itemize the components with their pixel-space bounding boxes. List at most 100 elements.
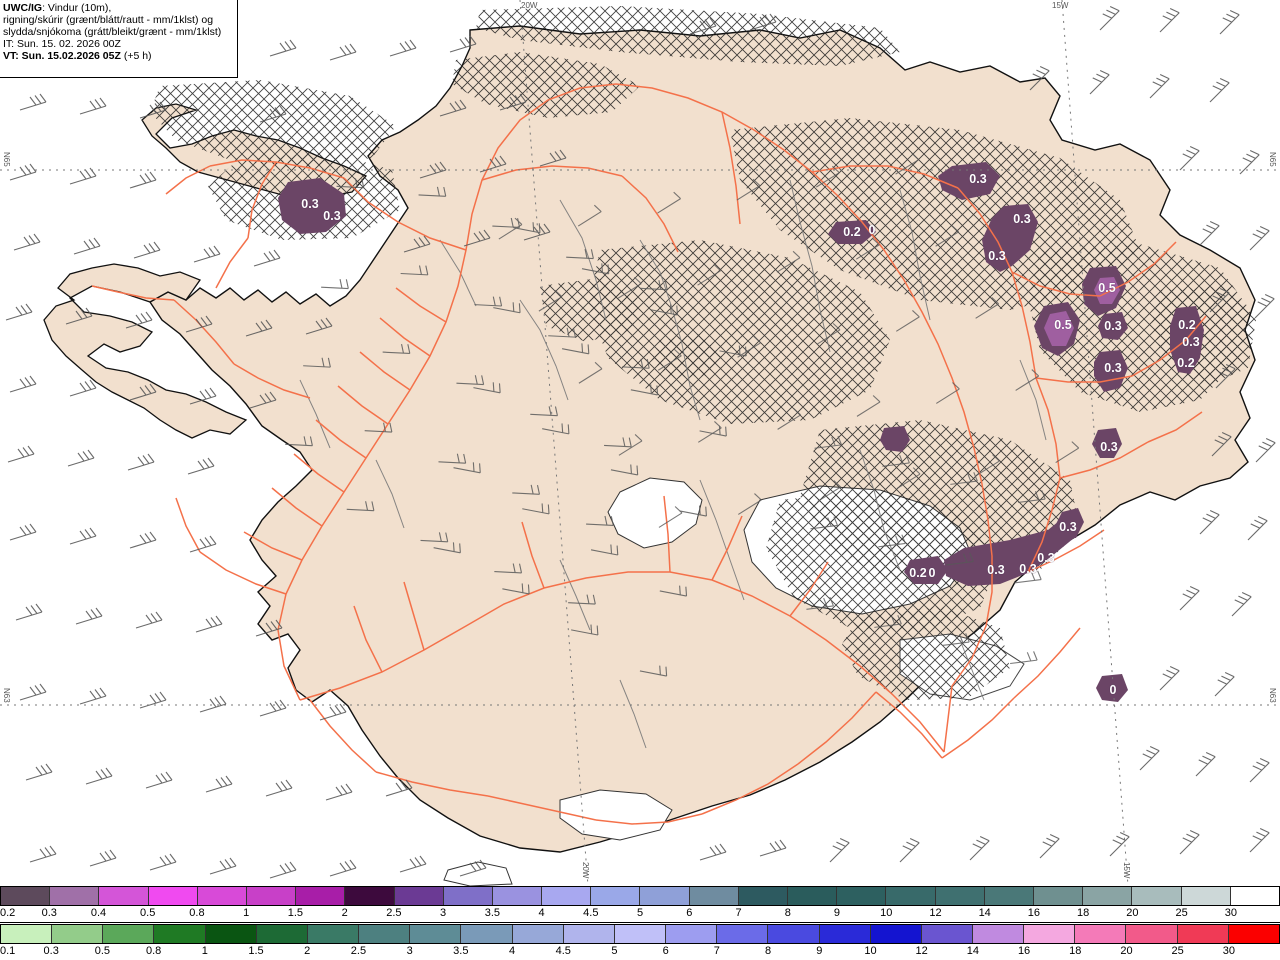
colorbar-tick: 0.8 (146, 944, 205, 960)
colorbar-tick-label: 0.8 (145, 945, 162, 957)
colorbar-segment (921, 925, 973, 943)
colorbar-tick: 8 (765, 944, 819, 960)
colorbar-segment (1033, 887, 1084, 905)
colorbar-tick: 2 (304, 944, 358, 960)
forecast-info-box: UWC/IG: Vindur (10m), rigning/skúrir (gr… (0, 0, 238, 78)
colorbar-tick-label: 10 (864, 945, 877, 957)
precipitation-areas (278, 162, 1204, 702)
colorbar-segment (148, 887, 198, 905)
colorbar-tick: 12 (916, 944, 973, 960)
colorbar-tick: 0.1 (0, 944, 51, 960)
colorbar-tick-label: 20 (1126, 907, 1139, 919)
colorbar-segment (443, 887, 493, 905)
colorbar-tick: 4.5 (556, 944, 614, 960)
lat-label-n65-left: N65 (2, 152, 11, 167)
colorbar-tick-label: 1.5 (287, 907, 304, 919)
colorbar-tick-label: 2.5 (386, 907, 402, 919)
colorbar-segment (1083, 887, 1133, 905)
colorbar-segment (591, 887, 641, 905)
colorbar-tick: 20 (1120, 944, 1177, 960)
colorbar-tick-label: 10 (880, 907, 893, 919)
colorbar-segment (197, 887, 247, 905)
colorbar-tick-label: 16 (1027, 907, 1041, 919)
colorbar-tick: 0.2 (0, 906, 49, 922)
colorbar-tick-label: 0.4 (90, 907, 107, 919)
lon-label-20w-top: 20W (521, 1, 538, 10)
colorbar-segment (1024, 925, 1076, 943)
sleet-snow-colorbar[interactable] (0, 886, 1280, 906)
colorbar-segment (296, 887, 346, 905)
colorbar-tick: 6 (686, 906, 738, 922)
colorbar-segment (103, 925, 155, 943)
colorbar-tick: 4.5 (583, 906, 640, 922)
colorbar-segment (689, 887, 739, 905)
colorbar-tick: 0.3 (42, 906, 98, 922)
colorbar-tick-label: 25 (1171, 945, 1184, 957)
legend-line-snow: slydda/snjókoma (grátt/bleikt/grænt - mm… (3, 26, 222, 39)
colorbar-segment (542, 887, 592, 905)
rain-shower-colorbar[interactable] (0, 924, 1280, 944)
colorbar-tick-label: 2 (341, 907, 348, 919)
colorbar-tick: 3.5 (453, 944, 512, 960)
colorbar-tick: 1 (202, 944, 256, 960)
colorbar-tick-label: 4 (538, 907, 545, 919)
colorbar-tick-label: 5 (636, 907, 644, 919)
map-canvas[interactable]: UWC/IG: Vindur (10m), rigning/skúrir (gr… (0, 0, 1280, 886)
colorbar-tick: 25 (1176, 906, 1231, 922)
colorbar-segment (738, 887, 788, 905)
graticule-lines (0, 0, 1280, 886)
colorbar-tick: 3 (406, 944, 461, 960)
colorbar-tick-label: 18 (1077, 907, 1090, 919)
colorbar-segment (52, 925, 104, 943)
colorbar-segment (512, 925, 564, 943)
colorbar-tick-label: 9 (833, 907, 841, 919)
colorbar-tick-label: 2 (304, 945, 311, 957)
lon-label-15w-top: 15W (1052, 1, 1069, 10)
colorbar-tick: 4 (538, 906, 591, 922)
sleet-snow-tick-labels: 0.2 0.3 0.4 0.5 0.8 1 1.5 2 2.5 3 3.5 4 4.5 5 6 7 8 9 10 12… (0, 906, 1280, 922)
colorbar-tick: 10 (864, 944, 921, 960)
colorbar-tick-label: 3 (440, 907, 447, 919)
model-param: : Vindur (10m), (42, 2, 112, 14)
colorbar-tick-label: 0.5 (140, 907, 156, 919)
lat-label-n65-right: N65 (1268, 152, 1277, 167)
colorbar-tick-label: 30 (1222, 945, 1235, 957)
colorbar-tick-label: 6 (686, 907, 693, 919)
colorbar-tick-label: 4.5 (583, 907, 599, 919)
colorbar-segment (984, 887, 1034, 905)
colorbar-tick-label: 4 (508, 945, 516, 957)
lon-label-15w-bottom: 15W (1122, 862, 1131, 879)
colorbar-segment (492, 887, 543, 905)
valid-time-label: VT: Sun. 15.02.2026 05Z (3, 50, 121, 63)
colorbar-tick: 5 (611, 944, 665, 960)
colorbar-segment (1126, 925, 1178, 943)
colorbar-tick: 14 (979, 906, 1034, 922)
valid-time-line: VT: Sun. 15.02.2026 05Z (+5 h) (3, 50, 234, 62)
colorbar-segment (788, 887, 838, 905)
colorbar-tick: 5 (636, 906, 689, 922)
colorbar-tick: 25 (1172, 944, 1229, 960)
colorbar-segment (837, 887, 887, 905)
colorbar-tick-label: 14 (966, 945, 979, 957)
colorbar-segment (1, 925, 53, 943)
colorbar-tick: 6 (663, 944, 717, 960)
colorbar-tick-label: 3 (406, 945, 413, 957)
colorbar-tick: 3.5 (485, 906, 541, 922)
map-graphics (0, 0, 1280, 886)
colorbar-tick-label: 0.3 (41, 907, 57, 919)
colorbar-segment (819, 925, 871, 943)
colorbar-tick: 1.5 (288, 906, 344, 922)
colorbar-tick: 2 (341, 906, 394, 922)
colorbar-tick-label: 14 (978, 907, 991, 919)
colorbar-tick-label: 2.5 (350, 945, 367, 957)
rivers (299, 179, 1047, 749)
model-label: UWC/IG (3, 2, 43, 14)
colorbar-tick-label: 9 (816, 945, 823, 957)
rain-shower-scale-row: 0.1 0.3 0.5 0.8 1 1.5 2 2.5 3 3.5 4 4.5 5 6 7 8 9 10 12 14 1… (0, 924, 1280, 960)
colorbar-segment (1075, 925, 1127, 943)
colorbar-tick-label: 18 (1069, 945, 1082, 957)
colorbar-segment (1228, 925, 1279, 943)
colorbar-tick: 16 (1028, 906, 1083, 922)
colorbar-tick: 1 (243, 906, 295, 922)
